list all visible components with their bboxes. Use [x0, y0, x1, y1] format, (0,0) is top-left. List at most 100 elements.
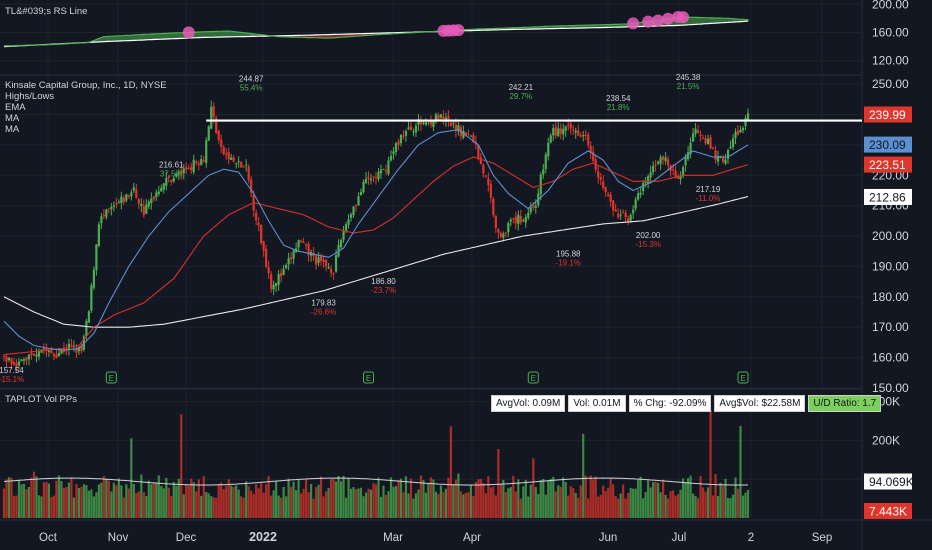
- earnings-marker: E: [737, 371, 749, 384]
- volume-bar: [519, 498, 522, 518]
- candle-body: [260, 224, 263, 243]
- volume-bar: [736, 488, 740, 518]
- candle-body: [739, 129, 742, 133]
- volume-bar: [507, 488, 510, 518]
- candle-body: [332, 273, 335, 275]
- volume-bar: [82, 484, 85, 518]
- volume-bar: [232, 487, 235, 518]
- candle-body: [175, 173, 178, 177]
- volume-bar: [207, 493, 210, 518]
- volume-bar: [95, 492, 98, 518]
- candle-body: [342, 231, 345, 240]
- volume-bar: [27, 486, 31, 518]
- candle-body: [127, 195, 130, 197]
- time-axis-tick: Sep: [812, 532, 832, 544]
- volume-bar: [379, 496, 383, 518]
- volume-bar: [25, 489, 28, 518]
- volume-bar: [439, 485, 443, 518]
- volume-bar: [479, 479, 482, 518]
- volume-bar: [157, 475, 160, 518]
- candle-body: [45, 348, 48, 351]
- volume-bar: [352, 487, 355, 518]
- volume-bar: [706, 487, 710, 518]
- volume-bar: [617, 498, 620, 518]
- volume-bar: [47, 483, 51, 518]
- volume-bar: [122, 497, 125, 518]
- candle-body: [160, 187, 163, 192]
- candle-body: [135, 189, 138, 198]
- candle-body: [509, 219, 512, 222]
- candle-body: [225, 153, 228, 155]
- candle-body: [322, 259, 325, 262]
- candle-body: [5, 356, 8, 362]
- candle-body: [539, 174, 542, 195]
- high-low-percent: 37.5%: [160, 170, 183, 179]
- candle-body: [344, 224, 348, 232]
- volume-bar: [35, 476, 38, 518]
- volume-axis-tick: 200K: [872, 433, 900, 447]
- price-badge: 223.51: [864, 156, 912, 173]
- volume-bar: [602, 485, 605, 518]
- time-axis[interactable]: Oct Nov Dec 2022 Mar Apr Jun Jul 2 Sep: [39, 530, 832, 544]
- candle-body: [517, 214, 520, 225]
- candle-body: [387, 160, 390, 174]
- candle-body: [329, 268, 333, 273]
- candle-body: [439, 114, 443, 118]
- candle-body: [447, 115, 450, 121]
- volume-bar: [584, 475, 587, 518]
- candle-body: [544, 154, 547, 169]
- volume-bar: [205, 492, 208, 518]
- volume-bar: [679, 489, 682, 518]
- volume-bar: [699, 475, 702, 518]
- candle-body: [394, 143, 398, 152]
- candle-body: [457, 125, 460, 132]
- candle-body: [147, 201, 150, 207]
- price-axis-tick: 190.00: [872, 259, 909, 273]
- volume-bar: [657, 482, 660, 518]
- candle-body: [50, 350, 53, 354]
- candle-body: [384, 170, 388, 172]
- volume-bar: [295, 490, 298, 518]
- volume-bar: [452, 484, 455, 518]
- volume-bar: [192, 482, 195, 518]
- price-axis-tick: 250.00: [872, 77, 909, 91]
- volume-bar: [359, 487, 363, 518]
- candle-body: [37, 351, 41, 357]
- candle-body: [20, 359, 23, 362]
- volume-bar: [744, 492, 747, 518]
- volume-bar: [304, 478, 308, 518]
- volume-bar: [197, 479, 200, 518]
- volume-bar: [387, 491, 390, 518]
- rs-new-high-marker: [662, 12, 675, 25]
- candle-body: [220, 139, 223, 147]
- candle-body: [629, 215, 632, 221]
- candle-body: [42, 348, 46, 351]
- volume-bar: [482, 483, 485, 518]
- volume-bar: [245, 481, 248, 518]
- volume-bar: [60, 481, 63, 518]
- volume-bar: [384, 494, 388, 518]
- volume-bar: [544, 494, 547, 518]
- volume-bar: [739, 425, 742, 518]
- volume-bar: [115, 485, 118, 518]
- volume-bar: [32, 471, 36, 518]
- volume-bar: [662, 479, 665, 518]
- candle-body: [152, 196, 155, 200]
- volume-bar: [404, 476, 408, 518]
- candle-body: [504, 232, 507, 234]
- candle-body: [412, 131, 415, 133]
- volume-bar: [612, 484, 615, 518]
- volume-bar: [642, 498, 645, 518]
- volume-bar: [467, 492, 470, 518]
- volume-bar: [67, 482, 71, 518]
- candle-body: [662, 156, 665, 160]
- volume-bar: [539, 480, 542, 518]
- volume-bar: [177, 478, 180, 518]
- svg-text:E: E: [109, 374, 114, 383]
- candle-body: [92, 269, 95, 288]
- price-axis[interactable]: 200.00160.00120.00250.00240.00230.00220.…: [864, 0, 914, 519]
- candle-body: [672, 169, 675, 171]
- candle-body: [357, 196, 360, 206]
- candle-body: [349, 214, 353, 218]
